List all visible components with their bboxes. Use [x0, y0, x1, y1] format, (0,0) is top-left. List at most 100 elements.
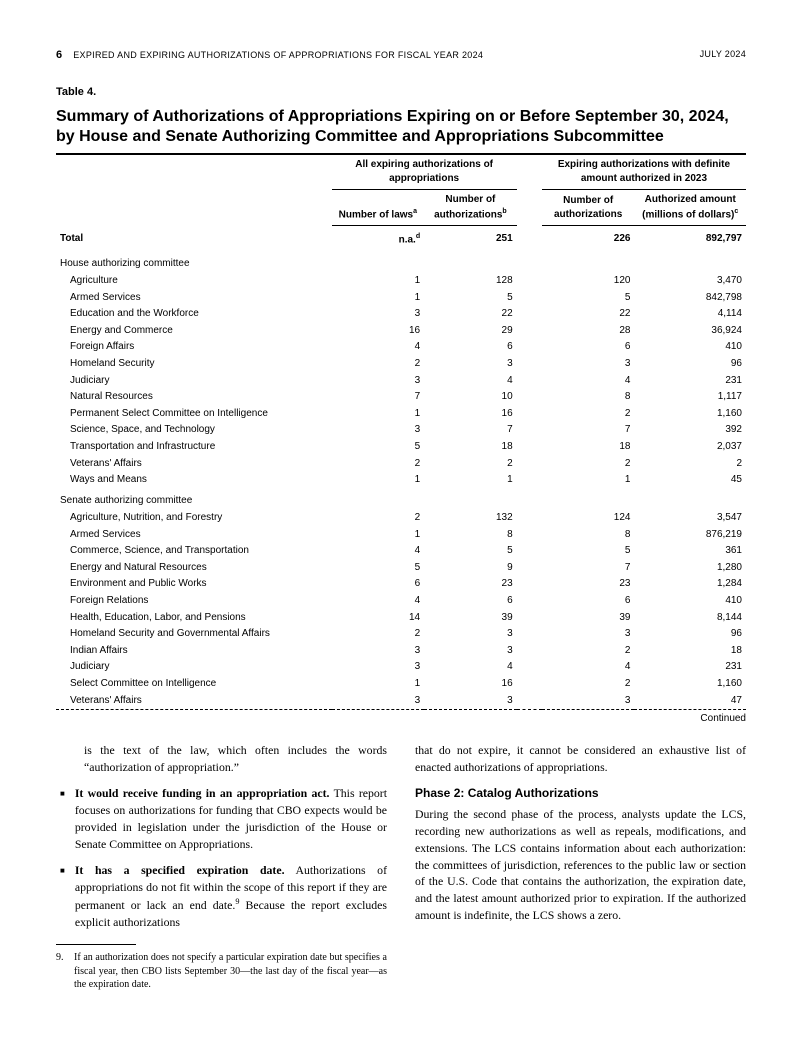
row-label: House authorizing committee [56, 251, 332, 272]
cell: 5 [332, 439, 425, 456]
table-row: Education and the Workforce322224,114 [56, 306, 746, 323]
cell: 1,160 [634, 676, 746, 693]
cell: 39 [424, 609, 517, 626]
page-header: 6 EXPIRED AND EXPIRING AUTHORIZATIONS OF… [56, 48, 746, 63]
table-row: House authorizing committee [56, 251, 746, 272]
table-row: Natural Resources71081,117 [56, 389, 746, 406]
cell: 842,798 [634, 289, 746, 306]
cell: 8 [424, 526, 517, 543]
table-row: Transportation and Infrastructure518182,… [56, 439, 746, 456]
cell: 4,114 [634, 306, 746, 323]
cell: 231 [634, 659, 746, 676]
cell: 7 [542, 422, 635, 439]
table-row: Health, Education, Labor, and Pensions14… [56, 609, 746, 626]
body-para: that do not expire, it cannot be conside… [415, 742, 746, 776]
cell: 36,924 [634, 323, 746, 340]
cell: 29 [424, 323, 517, 340]
cell: 226 [542, 226, 635, 252]
cell: 2,037 [634, 439, 746, 456]
cell: 128 [424, 273, 517, 290]
bullet-icon: ■ [60, 865, 65, 930]
cell: 7 [542, 560, 635, 577]
cell: 6 [542, 339, 635, 356]
footnote-text: If an authorization does not specify a p… [74, 951, 387, 992]
cell: 18 [542, 439, 635, 456]
cell: 5 [542, 289, 635, 306]
cell: 3 [542, 356, 635, 373]
cell: 3 [332, 692, 425, 709]
row-label: Senate authorizing committee [56, 488, 332, 509]
cell: 251 [424, 226, 517, 252]
row-label: Commerce, Science, and Transportation [56, 543, 332, 560]
cell: n.a.d [332, 226, 425, 252]
row-label: Science, Space, and Technology [56, 422, 332, 439]
row-label: Agriculture [56, 273, 332, 290]
cell [332, 251, 425, 272]
cell: 3 [332, 659, 425, 676]
table-row: Judiciary344231 [56, 659, 746, 676]
cell: 8,144 [634, 609, 746, 626]
cell: 2 [332, 356, 425, 373]
cell: 5 [424, 289, 517, 306]
cell: 39 [542, 609, 635, 626]
bullet-text: It would receive funding in an appropria… [75, 785, 387, 852]
cell: 23 [542, 576, 635, 593]
table-row: Permanent Select Committee on Intelligen… [56, 405, 746, 422]
footnote-rule [56, 944, 136, 945]
table-row: Commerce, Science, and Transportation455… [56, 543, 746, 560]
cell: 9 [424, 560, 517, 577]
row-label: Homeland Security and Governmental Affai… [56, 626, 332, 643]
row-label: Armed Services [56, 526, 332, 543]
table-row: Totaln.a.d251226892,797 [56, 226, 746, 252]
cell: 132 [424, 510, 517, 527]
col-amt: Authorized amount (millions of dollars)c [634, 189, 746, 225]
body-para: is the text of the law, which often incl… [56, 742, 387, 776]
header-left: 6 EXPIRED AND EXPIRING AUTHORIZATIONS OF… [56, 48, 483, 63]
bullet-item: ■ It would receive funding in an appropr… [56, 785, 387, 852]
cell: 2 [542, 643, 635, 660]
cell [634, 251, 746, 272]
cell: 16 [332, 323, 425, 340]
table-row: Science, Space, and Technology377392 [56, 422, 746, 439]
cell: 3,547 [634, 510, 746, 527]
cell: 2 [542, 676, 635, 693]
table-row: Energy and Natural Resources5971,280 [56, 560, 746, 577]
header-date: JULY 2024 [700, 48, 746, 63]
col-auth2: Number of authorizations [542, 189, 635, 225]
col-auth: Number of authorizationsb [424, 189, 517, 225]
cell: 22 [424, 306, 517, 323]
table-row: Ways and Means11145 [56, 472, 746, 489]
row-label: Ways and Means [56, 472, 332, 489]
cell [424, 251, 517, 272]
cell: 2 [634, 455, 746, 472]
table-row: Veterans' Affairs2222 [56, 455, 746, 472]
body-columns: is the text of the law, which often incl… [56, 742, 746, 992]
row-label: Foreign Relations [56, 593, 332, 610]
section-heading: Phase 2: Catalog Authorizations [415, 785, 746, 802]
table-row: Energy and Commerce16292836,924 [56, 323, 746, 340]
body-para: During the second phase of the process, … [415, 806, 746, 923]
table-body: Totaln.a.d251226892,797House authorizing… [56, 226, 746, 710]
table-row: Armed Services155842,798 [56, 289, 746, 306]
row-label: Energy and Commerce [56, 323, 332, 340]
table-row: Armed Services188876,219 [56, 526, 746, 543]
cell: 1 [332, 676, 425, 693]
row-label: Judiciary [56, 372, 332, 389]
cell: 1,160 [634, 405, 746, 422]
row-label: Education and the Workforce [56, 306, 332, 323]
cell: 10 [424, 389, 517, 406]
cell: 4 [332, 543, 425, 560]
cell [424, 488, 517, 509]
cell: 96 [634, 626, 746, 643]
row-label: Judiciary [56, 659, 332, 676]
right-column: that do not expire, it cannot be conside… [415, 742, 746, 992]
cell: 7 [332, 389, 425, 406]
cell: 47 [634, 692, 746, 709]
cell: 96 [634, 356, 746, 373]
cell: 5 [424, 543, 517, 560]
table-row: Judiciary344231 [56, 372, 746, 389]
cell: 3 [332, 306, 425, 323]
cell: 4 [424, 372, 517, 389]
row-label: Agriculture, Nutrition, and Forestry [56, 510, 332, 527]
table-row: Homeland Security and Governmental Affai… [56, 626, 746, 643]
